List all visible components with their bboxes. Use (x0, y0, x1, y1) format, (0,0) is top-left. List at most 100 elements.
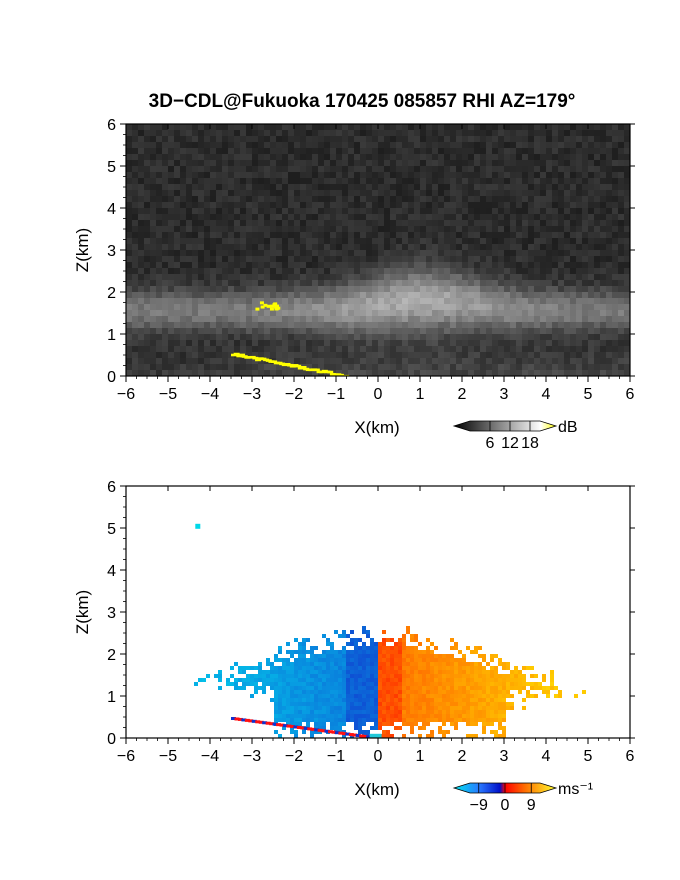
intensity-cell (258, 196, 264, 202)
velocity-cell (278, 714, 282, 718)
intensity-cell (390, 178, 396, 184)
intensity-cell (324, 316, 330, 322)
velocity-cell (422, 674, 426, 678)
velocity-cell (314, 702, 318, 706)
intensity-cell (414, 136, 420, 142)
intensity-cell (606, 184, 612, 190)
intensity-cell (486, 190, 492, 196)
intensity-cell (324, 304, 330, 310)
intensity-cell (246, 130, 252, 136)
velocity-cell (450, 638, 454, 642)
intensity-cell (378, 214, 384, 220)
intensity-cell (372, 166, 378, 172)
intensity-cell (576, 232, 582, 238)
intensity-cell (498, 142, 504, 148)
intensity-cell (162, 166, 168, 172)
velocity-cell (390, 650, 394, 654)
velocity-cell (406, 658, 410, 662)
intensity-cell (570, 148, 576, 154)
intensity-cell (600, 220, 606, 226)
intensity-cell (486, 178, 492, 184)
intensity-cell (264, 280, 270, 286)
x-tick-label: 2 (458, 386, 467, 403)
intensity-cell (192, 334, 198, 340)
velocity-cell (306, 662, 310, 666)
velocity-cell (510, 686, 514, 690)
intensity-cell (264, 352, 270, 358)
velocity-cell (390, 694, 394, 698)
intensity-cell (180, 256, 186, 262)
velocity-cell (366, 670, 370, 674)
velocity-cell (310, 702, 314, 706)
intensity-cell (390, 316, 396, 322)
intensity-cell (420, 298, 426, 304)
intensity-cell (204, 370, 210, 376)
intensity-cell (438, 298, 444, 304)
intensity-cell (624, 190, 630, 196)
intensity-cell (264, 298, 270, 304)
intensity-colorbar-bar (452, 420, 558, 432)
velocity-cell (390, 646, 394, 650)
intensity-cell (618, 364, 624, 370)
intensity-cell (378, 202, 384, 208)
intensity-cell (468, 130, 474, 136)
velocity-cell (458, 666, 462, 670)
intensity-cell (408, 184, 414, 190)
intensity-cell (396, 238, 402, 244)
intensity-cell (378, 166, 384, 172)
intensity-cell (216, 214, 222, 220)
intensity-cell (330, 352, 336, 358)
intensity-cell (426, 304, 432, 310)
intensity-cell (372, 244, 378, 250)
intensity-cell (546, 322, 552, 328)
intensity-cell (288, 346, 294, 352)
intensity-cell (186, 298, 192, 304)
intensity-cell (324, 244, 330, 250)
intensity-cell (186, 148, 192, 154)
intensity-cell (606, 268, 612, 274)
intensity-cell (174, 238, 180, 244)
velocity-cell (502, 718, 506, 722)
intensity-cell (354, 274, 360, 280)
velocity-cell (470, 686, 474, 690)
intensity-cell (216, 196, 222, 202)
intensity-cell (186, 232, 192, 238)
intensity-cell (240, 202, 246, 208)
velocity-cell (358, 682, 362, 686)
intensity-cell (198, 154, 204, 160)
intensity-cell (294, 238, 300, 244)
intensity-cell (222, 244, 228, 250)
intensity-cell (444, 346, 450, 352)
intensity-cell (300, 202, 306, 208)
velocity-cell (290, 678, 294, 682)
velocity-cell (442, 702, 446, 706)
velocity-cell (426, 646, 430, 650)
velocity-cell (438, 694, 442, 698)
intensity-cell (324, 238, 330, 244)
intensity-cell (450, 214, 456, 220)
intensity-cell (234, 268, 240, 274)
velocity-cell (350, 678, 354, 682)
intensity-cell (342, 178, 348, 184)
velocity-cell (282, 710, 286, 714)
intensity-cell (420, 166, 426, 172)
velocity-cell (466, 646, 470, 650)
velocity-cell (438, 718, 442, 722)
intensity-cell (618, 298, 624, 304)
velocity-cell (382, 630, 386, 634)
intensity-cell (474, 364, 480, 370)
intensity-cell (522, 214, 528, 220)
intensity-cell (324, 154, 330, 160)
intensity-cell (522, 160, 528, 166)
figure-title: 3D−CDL@Fukuoka 170425 085857 RHI AZ=179° (149, 91, 576, 112)
velocity-cell (282, 686, 286, 690)
velocity-cell (306, 650, 310, 654)
intensity-cell (510, 292, 516, 298)
velocity-cell (350, 650, 354, 654)
intensity-cell (288, 142, 294, 148)
intensity-cell (492, 226, 498, 232)
intensity-cell (474, 328, 480, 334)
velocity-cell (302, 646, 306, 650)
intensity-cell (276, 346, 282, 352)
intensity-cell (522, 238, 528, 244)
